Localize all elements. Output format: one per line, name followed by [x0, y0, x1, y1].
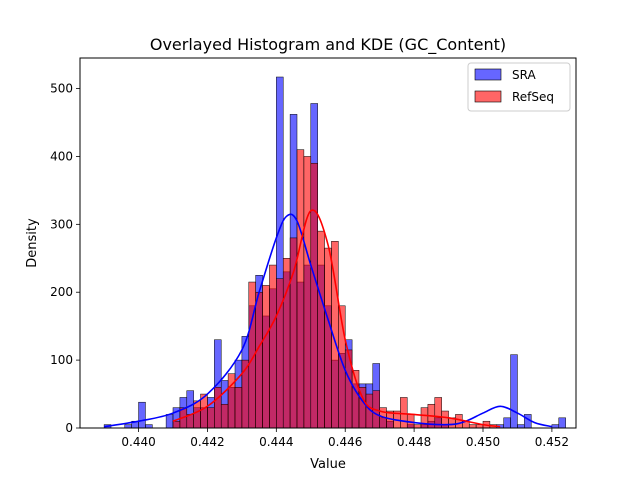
bar-refseq-23: [262, 285, 270, 429]
y-tick-label-0: 0: [65, 421, 73, 435]
bar-refseq-31: [317, 230, 325, 429]
bar-refseq-28: [296, 149, 305, 429]
bar-refseq-53: [468, 424, 477, 429]
chart-title: Overlayed Histogram and KDE (GC_Content): [150, 35, 506, 55]
bar-refseq-17: [220, 403, 229, 429]
bar-refseq-45: [413, 424, 422, 429]
x-axis-ticks: 0.440 0.442 0.444 0.446 0.448 0.450 0.452: [121, 428, 569, 449]
bar-sra-3: [124, 424, 132, 429]
bar-refseq-13: [193, 400, 201, 429]
x-tick-label-3: 0.446: [328, 435, 362, 449]
y-tick-label-2: 200: [50, 285, 73, 299]
bar-refseq-15: [207, 407, 215, 429]
bar-sra-58: [503, 417, 511, 429]
kde-line-sra: [103, 213, 553, 428]
y-tick-label-5: 500: [50, 82, 73, 96]
legend-label-sra: SRA: [512, 68, 536, 82]
kde-curves: [103, 209, 553, 428]
y-tick-label-4: 400: [50, 149, 73, 163]
plot-frame: [79, 57, 577, 429]
bar-sra-66: [558, 417, 566, 429]
x-tick-label-4: 0.448: [397, 435, 431, 449]
bar-sra-60: [517, 424, 525, 429]
bar-refseq-43: [400, 397, 408, 429]
legend-swatch-sra: [474, 68, 502, 81]
bar-sra-6: [145, 424, 153, 429]
bar-refseq-46: [420, 407, 429, 429]
bar-refseq-24: [269, 264, 277, 429]
bar-sra-59: [510, 354, 518, 429]
x-tick-label-0: 0.440: [121, 435, 155, 449]
legend-label-refseq: RefSeq: [512, 90, 554, 104]
y-axis-label: Density: [25, 218, 40, 268]
bar-sra-9: [165, 414, 174, 429]
kde-line-refseq: [172, 209, 501, 428]
bar-refseq-48: [434, 397, 442, 429]
x-tick-label-6: 0.452: [535, 435, 569, 449]
bar-refseq-32: [324, 247, 332, 429]
bar-refseq-27: [289, 237, 298, 429]
bar-refseq-51: [455, 414, 463, 429]
x-tick-label-2: 0.444: [259, 435, 293, 449]
x-axis-label: Value: [310, 457, 346, 472]
bar-refseq-29: [303, 156, 312, 429]
x-tick-label-5: 0.450: [466, 435, 500, 449]
y-tick-label-3: 300: [50, 217, 73, 231]
bar-refseq-30: [310, 162, 318, 429]
bar-sra-65: [551, 424, 560, 429]
bar-refseq-19: [234, 387, 243, 429]
bar-refseq-22: [255, 291, 263, 429]
y-axis-ticks: 0 100 200 300 400 500: [50, 82, 80, 435]
bar-refseq-10: [172, 420, 181, 429]
bar-sra-5: [138, 401, 146, 429]
x-tick-label-1: 0.442: [190, 435, 224, 449]
legend-swatch-refseq: [474, 90, 502, 103]
y-tick-label-1: 100: [50, 353, 73, 367]
legend: SRA RefSeq: [467, 62, 571, 112]
bar-refseq-16: [214, 387, 222, 429]
